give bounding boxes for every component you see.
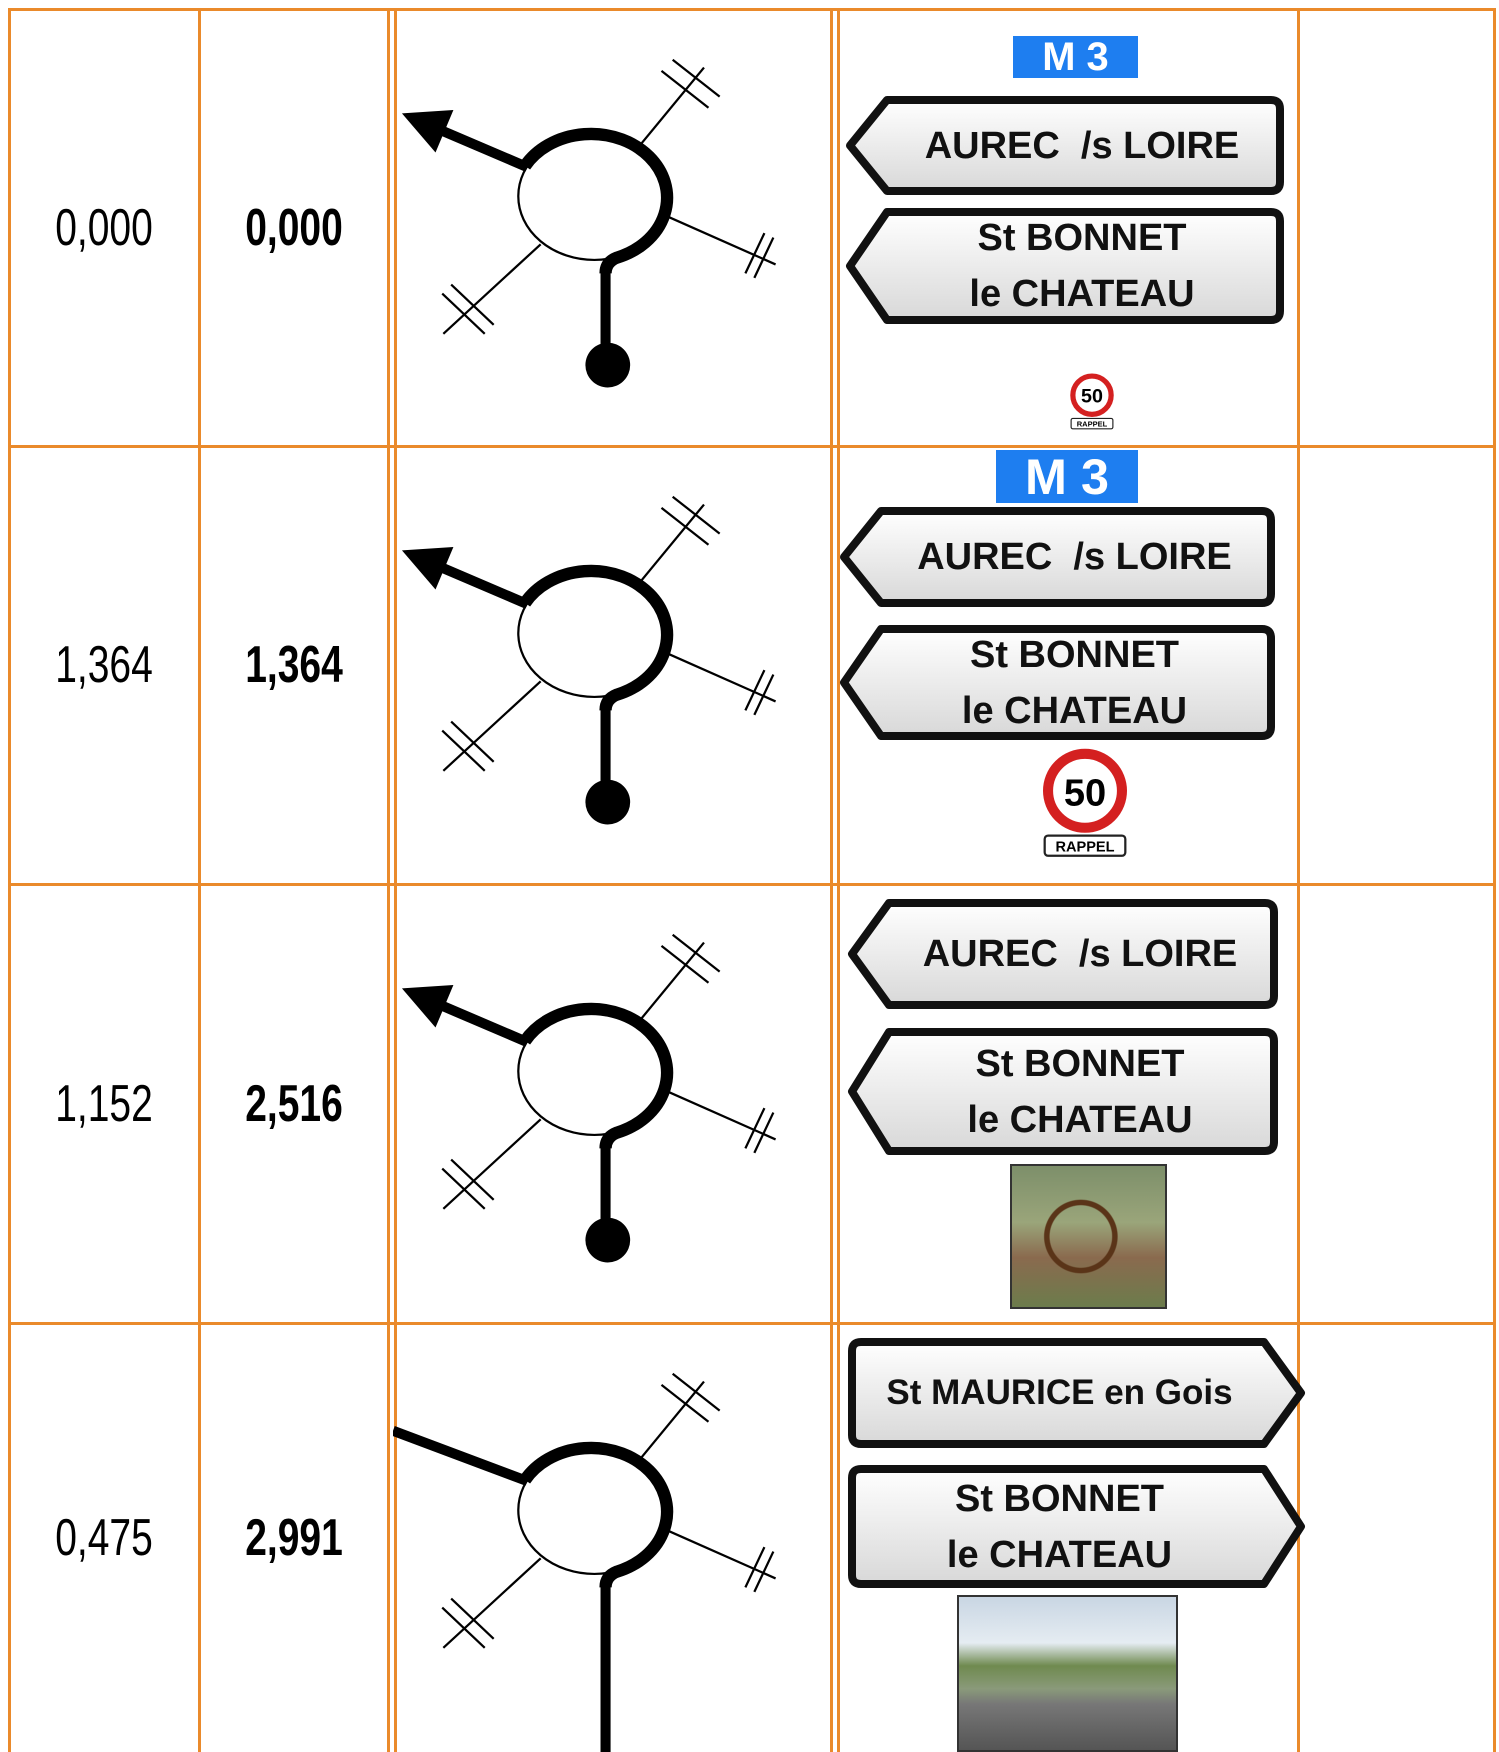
sign-line: AUREC /s LOIRE: [917, 536, 1232, 578]
total-distance: 0,000: [245, 198, 343, 257]
sign-text: AUREC /s LOIRE: [889, 898, 1271, 1010]
table-border: [8, 7, 1496, 11]
table-border: [8, 1321, 1496, 1325]
table-border: [7, 8, 11, 1752]
direction-sign: [846, 208, 1284, 324]
partial-distance: 1,364: [55, 636, 153, 694]
sign-line: le CHATEAU: [967, 1098, 1193, 1141]
sign-text: St BONNET le CHATEAU: [881, 624, 1268, 741]
direction-sign: [840, 625, 1275, 740]
table-border: [8, 882, 1496, 886]
partial-distance: 0,000: [55, 198, 153, 257]
roundabout-diagram: [401, 58, 777, 388]
speed-sign: 50 RAPPEL: [1043, 748, 1127, 857]
speed-label: RAPPEL: [1077, 420, 1108, 429]
table-border: [393, 8, 397, 1752]
partial-distance: 1,152: [55, 1074, 153, 1133]
direction-sign: [846, 96, 1284, 195]
table-border: [836, 8, 840, 1752]
sign-text: St BONNET le CHATEAU: [889, 1027, 1271, 1156]
sign-line: St BONNET: [977, 217, 1187, 259]
sign-line: St BONNET: [970, 633, 1179, 676]
table-border: [8, 444, 1496, 448]
route-badge: M 3: [996, 450, 1138, 503]
total-distance: 2,516: [245, 1074, 343, 1133]
route-badge: M 3: [1013, 36, 1138, 78]
total-distance: 2,991: [245, 1508, 343, 1567]
sign-line: le CHATEAU: [946, 1533, 1173, 1576]
direction-sign: [848, 1338, 1305, 1448]
sign-line: le CHATEAU: [969, 273, 1195, 315]
table-border: [197, 8, 201, 1752]
speed-sign: 50 RAPPEL: [1070, 373, 1114, 430]
sign-line: AUREC /s LOIRE: [924, 124, 1240, 167]
landmark-photo: [1010, 1164, 1167, 1309]
sign-line: AUREC /s LOIRE: [922, 933, 1238, 975]
sign-text: St MAURICE en Gois: [855, 1337, 1264, 1449]
sign-text: St BONNET le CHATEAU: [887, 207, 1277, 325]
speed-label: RAPPEL: [1055, 839, 1114, 855]
table-border: [829, 8, 833, 1752]
partial-distance: 0,475: [55, 1508, 153, 1567]
landmark-photo: [957, 1595, 1178, 1752]
direction-sign: [848, 1465, 1305, 1588]
sign-line: le CHATEAU: [961, 689, 1188, 732]
sign-text: AUREC /s LOIRE: [881, 506, 1268, 608]
speed-limit: 50: [1081, 386, 1103, 408]
table-border: [386, 8, 390, 1752]
direction-sign: [848, 899, 1278, 1009]
direction-sign: [840, 507, 1275, 607]
direction-sign: [848, 1028, 1278, 1155]
speed-limit: 50: [1064, 772, 1106, 814]
sign-line: St BONNET: [975, 1042, 1185, 1085]
sign-text: St BONNET le CHATEAU: [855, 1464, 1264, 1589]
sign-line: St MAURICE en Gois: [886, 1373, 1233, 1412]
roundabout-diagram: [401, 933, 777, 1263]
table-border: [1492, 8, 1496, 1752]
roundabout-diagram: [401, 495, 777, 825]
total-distance: 1,364: [245, 636, 343, 694]
roundabout-diagram: [393, 1372, 777, 1752]
sign-line: St BONNET: [955, 1477, 1164, 1520]
table-border: [1296, 8, 1300, 1752]
sign-text: AUREC /s LOIRE: [887, 95, 1277, 196]
